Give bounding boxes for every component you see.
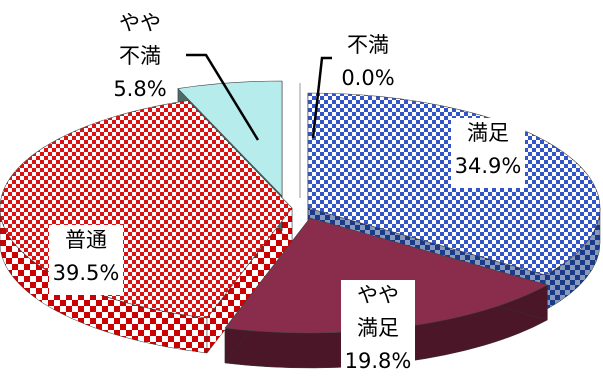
svg-text:満足: 満足 bbox=[467, 121, 509, 145]
leader-line-fuman bbox=[311, 56, 332, 139]
data-label-manzoku: 満足 34.9% bbox=[451, 118, 525, 188]
leader-line-yaya-fuman bbox=[186, 53, 260, 141]
svg-text:やや: やや bbox=[357, 283, 399, 307]
svg-text:不満: 不満 bbox=[119, 44, 161, 68]
svg-text:19.8%: 19.8% bbox=[345, 349, 412, 373]
svg-text:不満: 不満 bbox=[347, 33, 389, 57]
svg-text:満足: 満足 bbox=[357, 316, 399, 340]
svg-text:5.8%: 5.8% bbox=[113, 77, 166, 101]
data-label-fuman: 不満 0.0% bbox=[341, 33, 394, 90]
svg-text:やや: やや bbox=[119, 11, 161, 35]
slice-yaya-fuman bbox=[177, 80, 283, 197]
svg-text:普通: 普通 bbox=[65, 228, 107, 252]
svg-text:34.9%: 34.9% bbox=[455, 154, 522, 178]
data-label-futsu: 普通 39.5% bbox=[49, 225, 123, 295]
svg-text:39.5%: 39.5% bbox=[53, 261, 120, 285]
svg-text:0.0%: 0.0% bbox=[341, 66, 394, 90]
